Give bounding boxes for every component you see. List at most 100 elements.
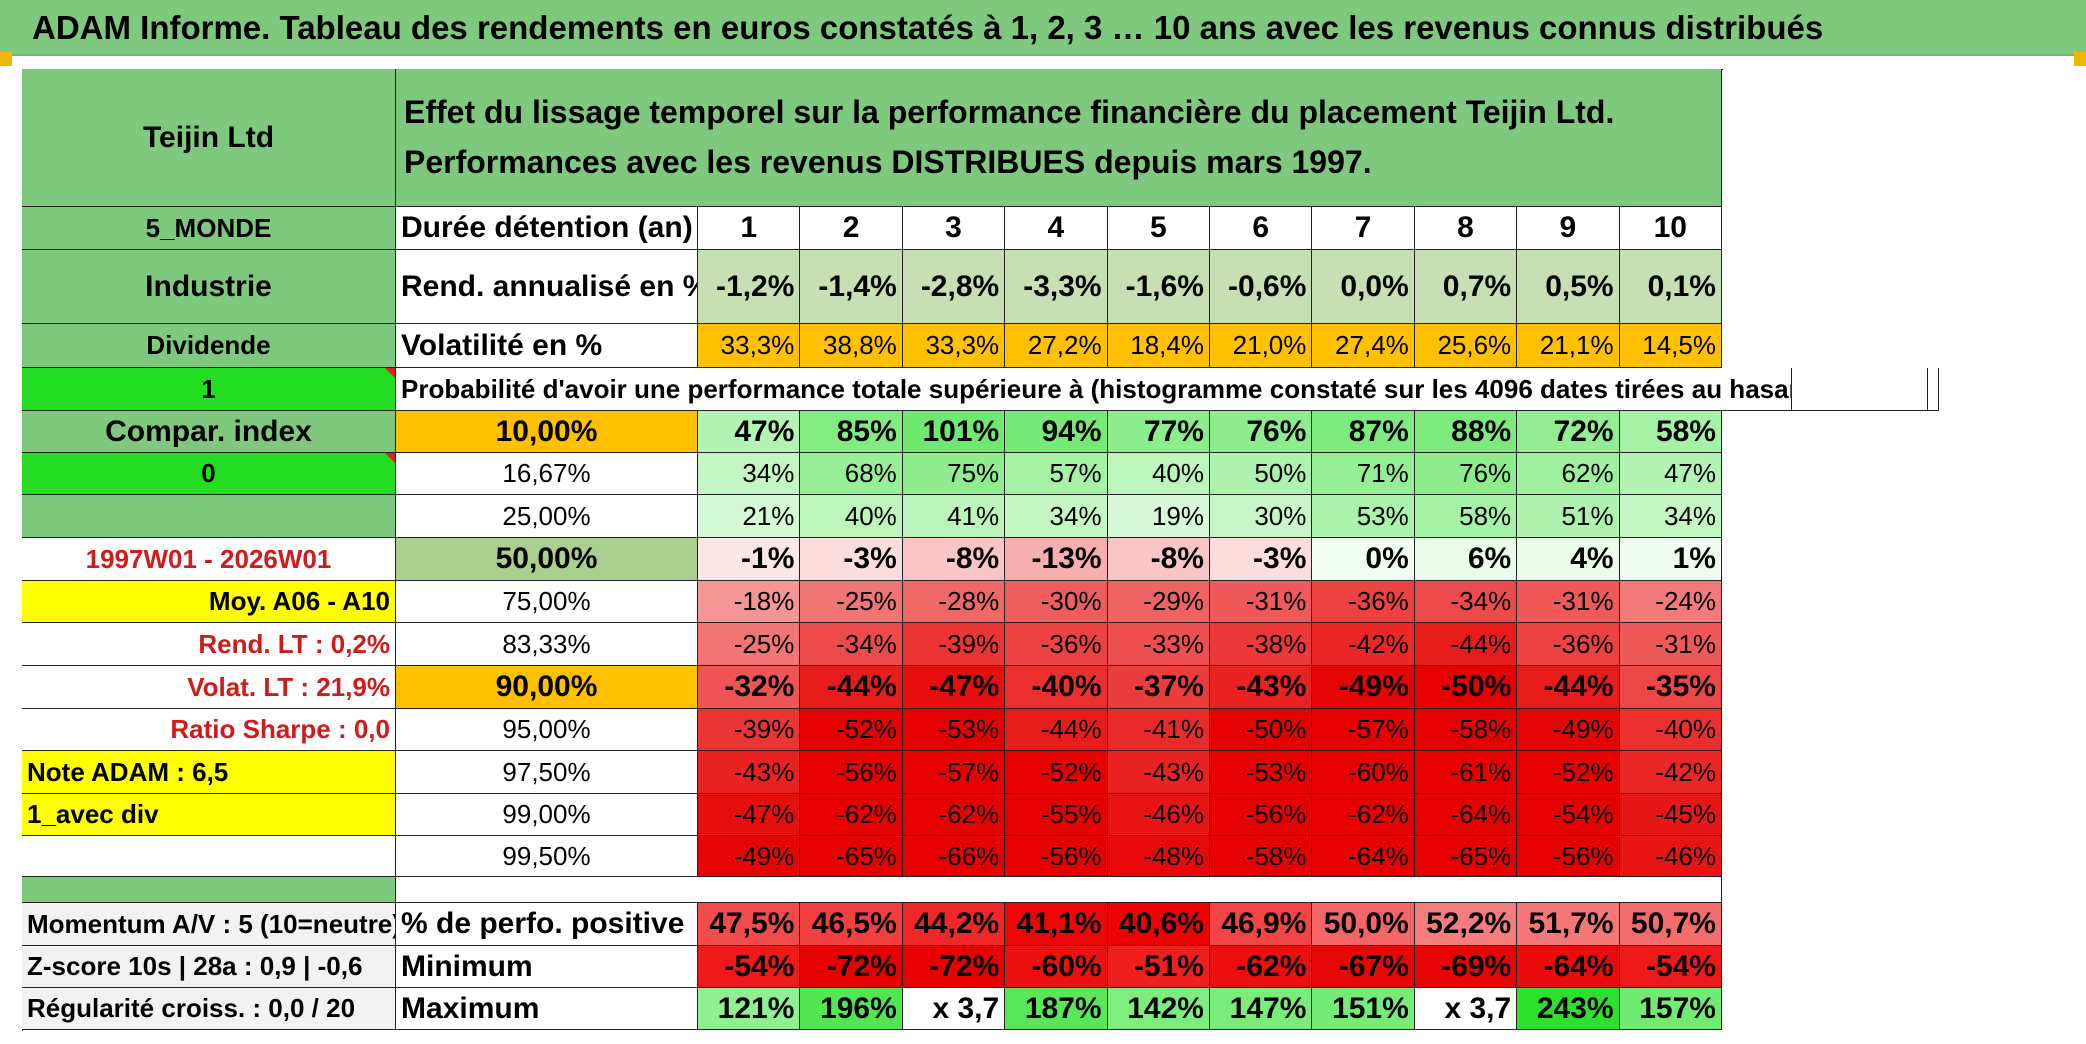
maximum-cell: 142% [1107,988,1210,1030]
quantile-cell: 47% [698,411,801,453]
pct-positive-cell: 51,7% [1517,903,1620,946]
rend-cell: 0,1% [1619,250,1722,324]
quantile-cell: -39% [902,623,1006,666]
quantile-cell: -52% [800,709,903,751]
quantile-cell: 62% [1517,453,1620,495]
quantile-label: 83,33% [396,623,698,666]
maximum-cell: x 3,7 [1414,988,1518,1030]
proba-blank-1 [1792,368,1928,411]
minimum-cell: -54% [698,946,801,988]
minimum-cell: -69% [1414,946,1518,988]
corner-marker-right [2074,52,2086,66]
maximum-cell: 196% [800,988,903,1030]
quantile-cell: -50% [1414,666,1518,709]
year-header: 9 [1517,207,1620,250]
year-header: 1 [698,207,801,250]
quantile-cell: 34% [698,453,801,495]
quantile-cell: -8% [902,538,1006,581]
quantile-cell: -49% [1517,709,1620,751]
left-momentum: Momentum A/V : 5 (10=neutre) [22,903,396,946]
quantile-label: 99,00% [396,794,698,836]
quantile-cell: -52% [1005,751,1108,794]
quantile-cell: -52% [1517,751,1620,794]
left-param2: 0 [22,453,396,495]
quantile-label: 97,50% [396,751,698,794]
quantile-cell: -42% [1619,751,1722,794]
quantile-cell: -3% [1210,538,1313,581]
pct-positive-cell: 46,9% [1210,903,1313,946]
maximum-cell: 147% [1210,988,1313,1030]
quantile-cell: 0% [1312,538,1415,581]
quantile-cell: -37% [1107,666,1210,709]
quantile-cell: -24% [1619,581,1722,623]
quantile-cell: -56% [1517,836,1620,877]
maximum-cell: 187% [1005,988,1108,1030]
volat-cell: 27,2% [1005,324,1108,368]
rend-cell: 0,7% [1414,250,1518,324]
quantile-cell: -32% [698,666,801,709]
quantile-cell: -49% [1312,666,1415,709]
rend-cell: -2,8% [902,250,1006,324]
quantile-cell: -31% [1619,623,1722,666]
label-rend: Rend. annualisé en % [396,250,698,324]
left-gap [22,877,396,903]
quantile-cell: -36% [1005,623,1108,666]
quantile-cell: -58% [1210,836,1313,877]
quantile-cell: 40% [800,495,903,538]
quantile-label: 95,00% [396,709,698,751]
volat-cell: 33,3% [902,324,1006,368]
quantile-cell: -28% [902,581,1006,623]
left-zone: 5_MONDE [22,207,396,250]
quantile-cell: 34% [1005,495,1108,538]
quantile-cell: -46% [1619,836,1722,877]
year-header: 4 [1005,207,1108,250]
label-duree: Durée détention (an) [396,207,698,250]
minimum-cell: -62% [1210,946,1313,988]
quantile-cell: -53% [902,709,1006,751]
quantile-cell: -40% [1005,666,1108,709]
quantile-cell: -31% [1210,581,1313,623]
rend-cell: 0,0% [1312,250,1415,324]
quantile-cell: 50% [1210,453,1313,495]
quantile-cell: 40% [1107,453,1210,495]
volat-cell: 25,6% [1414,324,1518,368]
quantile-cell: 19% [1107,495,1210,538]
quantile-cell: -54% [1517,794,1620,836]
report-title: ADAM Informe. Tableau des rendements en … [0,0,2086,56]
quantile-label: 10,00% [396,411,698,453]
quantile-cell: 68% [800,453,903,495]
quantile-label: 50,00% [396,538,698,581]
volat-cell: 27,4% [1312,324,1415,368]
minimum-cell: -72% [800,946,903,988]
year-header: 8 [1414,207,1518,250]
quantile-cell: 75% [902,453,1006,495]
label-maximum: Maximum [396,988,698,1030]
quantile-cell: 85% [800,411,903,453]
left-note: Note ADAM : 6,5 [22,751,396,794]
year-header: 7 [1312,207,1415,250]
quantile-cell: -55% [1005,794,1108,836]
quantile-cell: 87% [1312,411,1415,453]
left-volat-lt: Volat. LT : 21,9% [22,666,396,709]
quantile-cell: 53% [1312,495,1415,538]
left-zscore: Z-score 10s | 28a : 0,9 | -0,6 [22,946,396,988]
quantile-cell: 57% [1005,453,1108,495]
volat-cell: 21,0% [1210,324,1313,368]
left-period: 1997W01 - 2026W01 [22,538,396,581]
volat-cell: 33,3% [698,324,801,368]
minimum-cell: -54% [1619,946,1722,988]
quantile-cell: -62% [800,794,903,836]
quantile-cell: -56% [1005,836,1108,877]
quantile-cell: -66% [902,836,1006,877]
label-minimum: Minimum [396,946,698,988]
quantile-cell: -39% [698,709,801,751]
quantile-cell: 51% [1517,495,1620,538]
quantile-cell: -44% [1005,709,1108,751]
pct-positive-cell: 47,5% [698,903,801,946]
quantile-cell: -62% [1312,794,1415,836]
quantile-cell: -35% [1619,666,1722,709]
maximum-cell: x 3,7 [902,988,1006,1030]
quantile-cell: 47% [1619,453,1722,495]
year-header: 5 [1107,207,1210,250]
